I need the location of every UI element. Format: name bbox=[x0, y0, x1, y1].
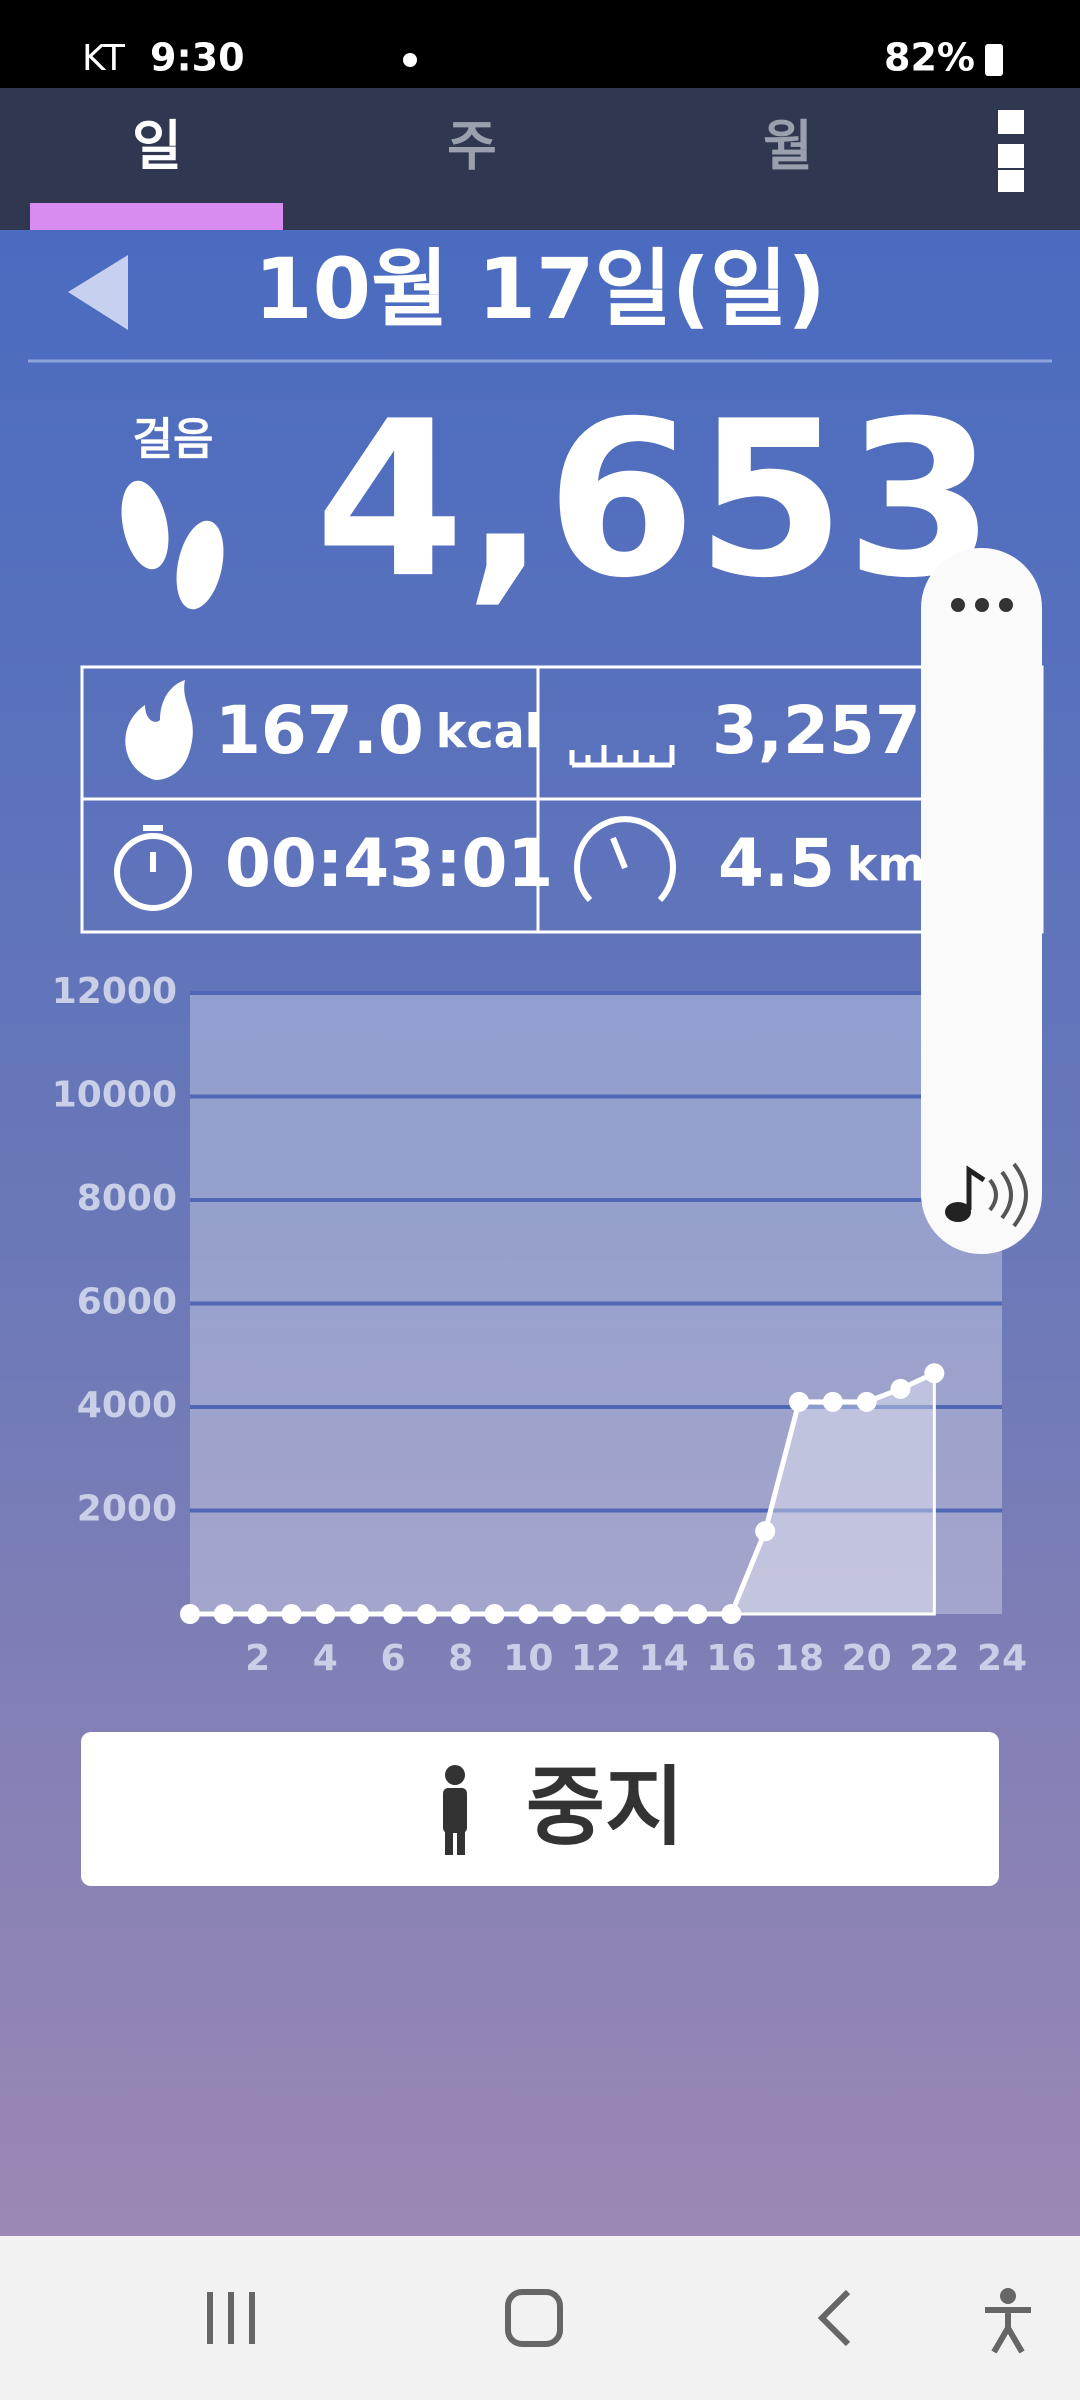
x-tick-label: 20 bbox=[842, 1638, 892, 1679]
dot bbox=[403, 53, 417, 67]
back[interactable] bbox=[817, 2289, 851, 2347]
stat-value: 00:43:01 bbox=[225, 825, 553, 902]
data-point bbox=[721, 1604, 742, 1624]
date: 10월 17일(일) bbox=[254, 240, 826, 338]
x-tick-label: 16 bbox=[706, 1638, 756, 1679]
tab[interactable]: 월 bbox=[763, 115, 813, 178]
x-tick-label: 22 bbox=[909, 1638, 959, 1679]
data-point bbox=[247, 1604, 268, 1624]
stat-unit: kcal bbox=[436, 705, 541, 759]
data-point bbox=[856, 1391, 877, 1412]
data-point bbox=[619, 1604, 640, 1624]
menu-button[interactable] bbox=[998, 110, 1024, 192]
stat-value: 167.0 bbox=[215, 692, 424, 769]
tab-indicator bbox=[30, 203, 283, 230]
x-tick-label: 24 bbox=[977, 1638, 1027, 1679]
steps-label: 걸음 bbox=[133, 414, 214, 465]
stat-value: 4.5 bbox=[718, 825, 835, 902]
data-point bbox=[213, 1604, 234, 1624]
data-point bbox=[653, 1604, 674, 1624]
y-tick-label: 8000 bbox=[77, 1178, 177, 1219]
data-point bbox=[586, 1604, 606, 1624]
data-point bbox=[687, 1604, 708, 1624]
data-point bbox=[180, 1604, 200, 1624]
battery-level: 82% bbox=[884, 36, 975, 80]
carrier: KT bbox=[82, 38, 126, 79]
speed-icon bbox=[574, 816, 676, 903]
x-tick-label: 4 bbox=[313, 1638, 338, 1679]
data-point bbox=[315, 1604, 336, 1624]
x-tick-label: 6 bbox=[380, 1638, 405, 1679]
x-tick-label: 12 bbox=[571, 1638, 621, 1679]
accessibility[interactable] bbox=[985, 2288, 1031, 2354]
stop-label: 중지 bbox=[526, 1757, 684, 1857]
x-tick-label: 2 bbox=[245, 1638, 270, 1679]
tab[interactable]: 일 bbox=[132, 115, 182, 178]
data-point bbox=[890, 1378, 911, 1399]
data-point bbox=[281, 1604, 302, 1624]
data-point bbox=[349, 1604, 370, 1624]
back-button[interactable] bbox=[68, 255, 128, 330]
y-tick-label: 10000 bbox=[52, 1075, 177, 1116]
y-tick-label: 6000 bbox=[77, 1282, 177, 1323]
home[interactable] bbox=[505, 2289, 563, 2347]
data-point bbox=[924, 1363, 945, 1384]
data-point bbox=[518, 1604, 539, 1624]
sound-icon[interactable] bbox=[945, 1162, 1028, 1228]
data-point bbox=[450, 1604, 471, 1624]
status-bar bbox=[0, 0, 1080, 88]
data-point bbox=[552, 1604, 573, 1624]
person-icon bbox=[443, 1765, 467, 1855]
data-point bbox=[416, 1604, 437, 1624]
data-point bbox=[484, 1604, 505, 1624]
data-point bbox=[789, 1391, 809, 1412]
x-tick-label: 14 bbox=[639, 1638, 689, 1679]
y-tick-label: 12000 bbox=[52, 971, 177, 1012]
calorie-icon bbox=[125, 680, 193, 780]
timer-icon bbox=[114, 825, 192, 911]
stat-value: 3,257 bbox=[712, 692, 921, 769]
footprints-icon bbox=[121, 480, 224, 610]
stop-button[interactable] bbox=[81, 1732, 999, 1886]
floating-panel[interactable] bbox=[921, 548, 1042, 1254]
data-point bbox=[822, 1391, 843, 1412]
x-tick-label: 8 bbox=[448, 1638, 473, 1679]
battery-icon bbox=[985, 44, 1003, 76]
x-tick-label: 18 bbox=[774, 1638, 824, 1679]
y-tick-label: 4000 bbox=[77, 1385, 177, 1426]
y-tick-label: 2000 bbox=[77, 1489, 177, 1530]
nav-bar bbox=[0, 2236, 1080, 2400]
steps-value: 4,653 bbox=[315, 374, 995, 625]
data-point bbox=[383, 1604, 403, 1624]
x-tick-label: 10 bbox=[503, 1638, 553, 1679]
clock: 9:30 bbox=[150, 36, 245, 80]
data-point bbox=[755, 1521, 776, 1542]
ruler-icon bbox=[569, 745, 675, 768]
recent-apps[interactable] bbox=[207, 2292, 255, 2344]
panel-more[interactable] bbox=[951, 598, 1013, 612]
tab[interactable]: 주 bbox=[447, 115, 497, 178]
